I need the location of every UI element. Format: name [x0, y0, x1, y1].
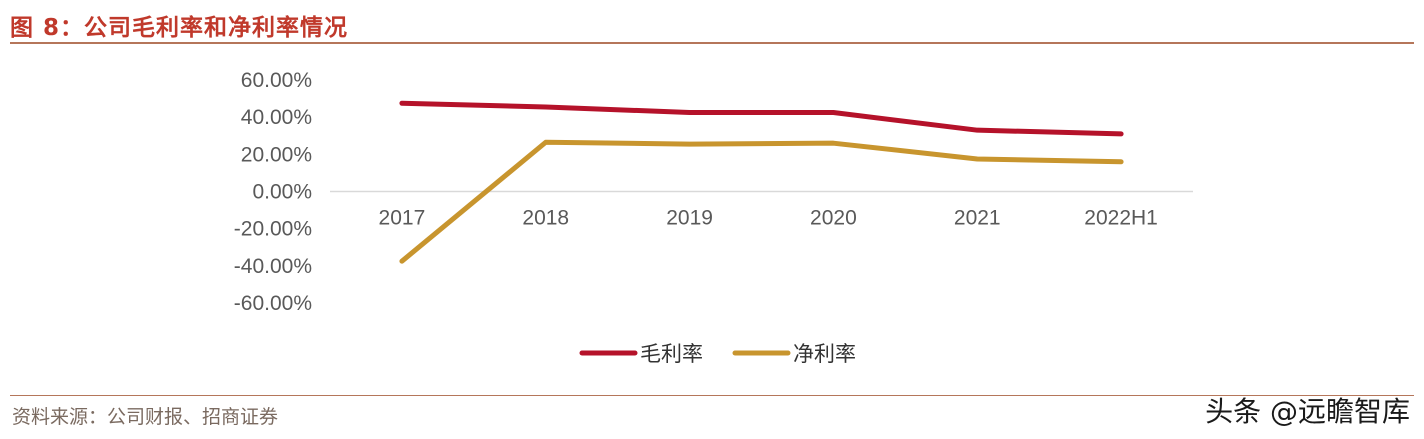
y-tick-label: -20.00%: [234, 218, 312, 241]
series-line-1: [399, 100, 1124, 137]
x-tick-label: 2017: [379, 207, 426, 230]
y-tick-label: 60.00%: [241, 69, 312, 92]
x-tick-label: 2021: [954, 207, 1001, 230]
x-tick-label: 2018: [522, 207, 569, 230]
source-note: 资料来源：公司财报、招商证券: [12, 406, 279, 428]
x-axis-ticks: 2017 2018 2019 2020 2021 2022H1: [379, 207, 1158, 230]
line-chart: 60.00% 40.00% 20.00% 0.00% -20.00% -40.00% -60…: [234, 69, 1193, 366]
legend: 毛利率 净利率: [579, 342, 856, 366]
x-tick-label: 2022H1: [1084, 207, 1158, 230]
y-tick-label: -40.00%: [234, 255, 312, 278]
y-axis-ticks: 60.00% 40.00% 20.00% 0.00% -20.00% -40.00% -60…: [234, 69, 312, 315]
title-divider: [10, 42, 1414, 44]
y-tick-label: 0.00%: [252, 181, 312, 204]
x-tick-label: 2020: [810, 207, 857, 230]
y-tick-label: 20.00%: [241, 143, 312, 166]
x-tick-label: 2019: [666, 207, 713, 230]
y-tick-label: -60.00%: [234, 292, 312, 315]
series-lines: [399, 100, 1124, 264]
figure-title: 图 8：公司毛利率和净利率情况: [10, 15, 349, 41]
legend-label: 毛利率: [640, 342, 703, 366]
y-tick-label: 40.00%: [241, 106, 312, 129]
legend-label: 净利率: [793, 342, 856, 366]
series-line-2: [399, 139, 1124, 264]
watermark: 头条 @远瞻智库: [1205, 395, 1410, 428]
footer-divider: [10, 395, 1414, 396]
